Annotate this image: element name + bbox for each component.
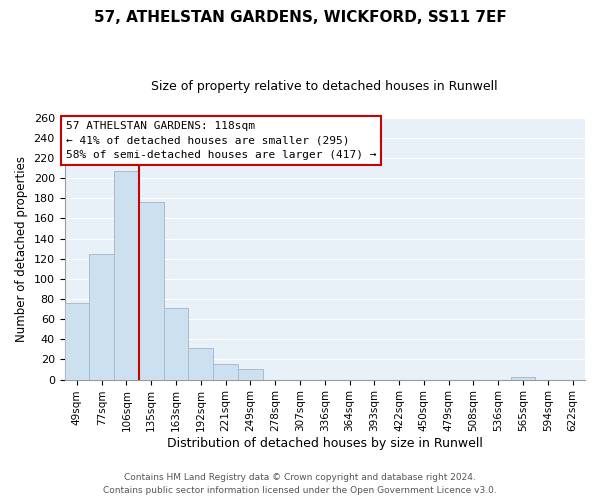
Title: Size of property relative to detached houses in Runwell: Size of property relative to detached ho… — [151, 80, 498, 93]
Text: 57, ATHELSTAN GARDENS, WICKFORD, SS11 7EF: 57, ATHELSTAN GARDENS, WICKFORD, SS11 7E… — [94, 10, 506, 25]
Y-axis label: Number of detached properties: Number of detached properties — [15, 156, 28, 342]
Bar — [89, 254, 114, 380]
Bar — [213, 364, 238, 380]
Bar — [114, 171, 139, 380]
Bar — [65, 303, 89, 380]
Bar — [238, 368, 263, 380]
Bar — [164, 308, 188, 380]
Bar — [188, 348, 213, 380]
Bar — [139, 202, 164, 380]
X-axis label: Distribution of detached houses by size in Runwell: Distribution of detached houses by size … — [167, 437, 483, 450]
Text: 57 ATHELSTAN GARDENS: 118sqm
← 41% of detached houses are smaller (295)
58% of s: 57 ATHELSTAN GARDENS: 118sqm ← 41% of de… — [66, 121, 376, 160]
Bar — [511, 376, 535, 380]
Text: Contains HM Land Registry data © Crown copyright and database right 2024.
Contai: Contains HM Land Registry data © Crown c… — [103, 474, 497, 495]
